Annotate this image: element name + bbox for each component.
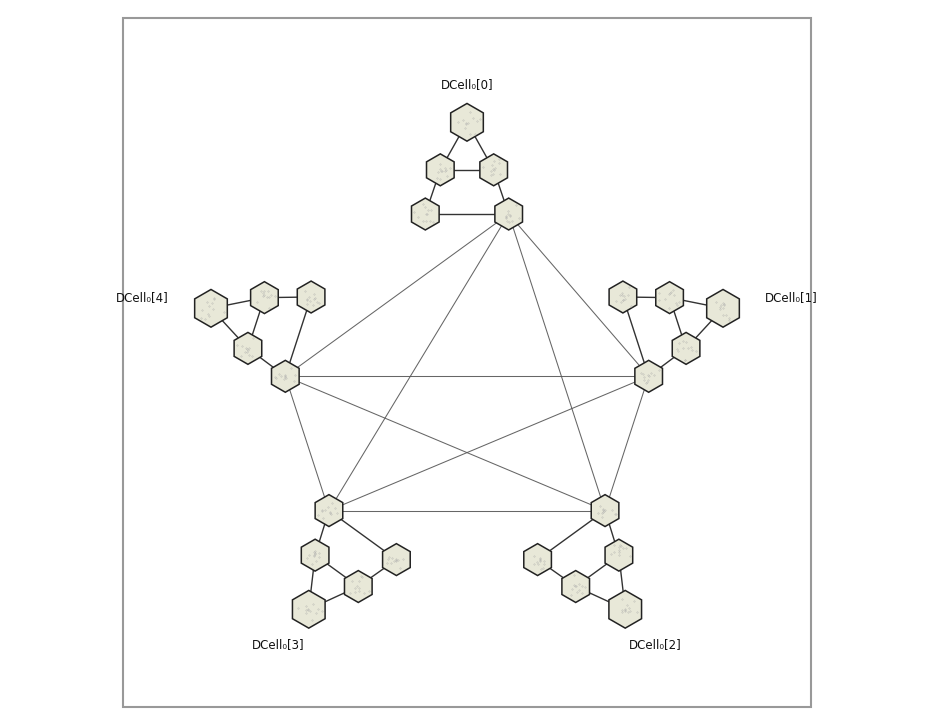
Text: DCell₀[2]: DCell₀[2] xyxy=(630,637,682,650)
Text: DCell₀[0]: DCell₀[0] xyxy=(441,78,493,91)
Text: DCell₀[4]: DCell₀[4] xyxy=(116,291,169,304)
Text: DCell₀[1]: DCell₀[1] xyxy=(765,291,818,304)
Text: DCell₀[3]: DCell₀[3] xyxy=(252,637,304,650)
Polygon shape xyxy=(122,18,812,707)
